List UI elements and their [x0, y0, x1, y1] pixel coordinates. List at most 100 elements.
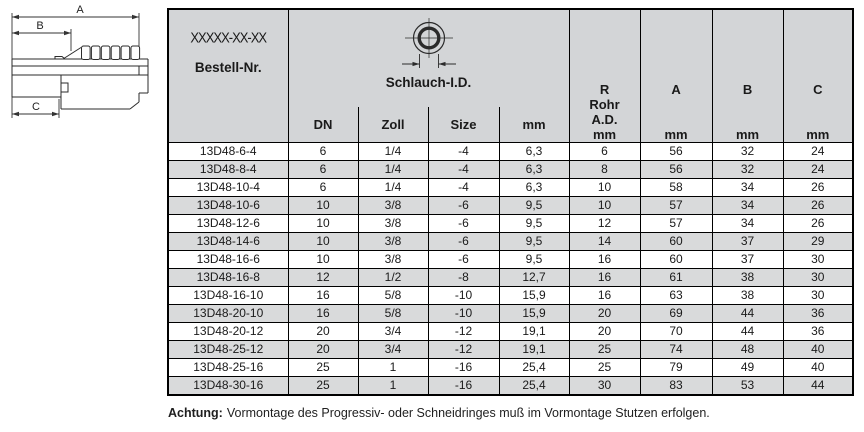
table-cell: 40: [782, 357, 854, 376]
table-cell: 25,4: [498, 375, 570, 395]
table-row: 13D48-16-10 16 5/8 -10 15,9 16 63 38 30: [167, 285, 854, 304]
table-cell: 16: [568, 249, 641, 268]
table-cell: -10: [427, 303, 499, 322]
crimp-ribs: [81, 45, 141, 60]
footer-note: Achtung: Vormontage des Progressiv- oder …: [168, 406, 710, 420]
table-cell: -6: [427, 195, 499, 214]
col-header-mm: mm: [498, 107, 570, 142]
table-cell: 24: [782, 141, 854, 160]
table-cell: 12: [287, 267, 358, 286]
table-cell: 40: [782, 339, 854, 358]
table-cell: 48: [711, 339, 784, 358]
table-cell: 13D48-16-8: [167, 267, 288, 286]
table-cell: 63: [639, 285, 713, 304]
table-cell: 20: [568, 321, 641, 340]
table-cell: 3/8: [357, 231, 428, 250]
table-row: 13D48-25-12 20 3/4 -12 19,1 25 74 48 40: [167, 339, 854, 358]
table-cell: 13D48-20-12: [167, 321, 288, 340]
table-cell: 25: [287, 375, 358, 395]
table-cell: 61: [639, 267, 713, 286]
a-unit: mm: [664, 126, 688, 142]
table-cell: 16: [287, 285, 358, 304]
table-cell: 14: [568, 231, 641, 250]
table-cell: 10: [568, 195, 641, 214]
attention-text: Vormontage des Progressiv- oder Schneidr…: [226, 406, 710, 420]
table-row: 13D48-25-16 25 1 -16 25,4 25 79 49 40: [167, 357, 854, 376]
table-cell: -16: [427, 375, 499, 395]
table-cell: 32: [711, 141, 784, 160]
table-cell: 79: [639, 357, 713, 376]
table-cell: 9,5: [498, 249, 570, 268]
table-cell: 1: [357, 357, 428, 376]
table-cell: 25: [568, 339, 641, 358]
dimension-b-label: B: [36, 20, 43, 32]
table-cell: 56: [639, 141, 713, 160]
table-cell: 19,1: [498, 339, 570, 358]
table-cell: 13D48-12-6: [167, 213, 288, 232]
table-cell: 16: [568, 285, 641, 304]
table-cell: 36: [782, 321, 854, 340]
table-cell: 83: [639, 375, 713, 395]
table-cell: 9,5: [498, 231, 570, 250]
table-cell: -8: [427, 267, 499, 286]
table-cell: 10: [287, 249, 358, 268]
table-row: 13D48-20-12 20 3/4 -12 19,1 20 70 44 36: [167, 321, 854, 340]
table-cell: 1/4: [357, 177, 428, 196]
col-header-zoll: Zoll: [357, 107, 428, 142]
table-cell: 6,3: [498, 177, 570, 196]
table-cell: -16: [427, 357, 499, 376]
table-row: 13D48-10-4 6 1/4 -4 6,3 10 58 34 26: [167, 177, 854, 196]
a-label: A: [671, 81, 681, 97]
table-cell: 13D48-10-6: [167, 195, 288, 214]
hose-id-label: Schlauch-I.D.: [385, 75, 472, 90]
col-header-hose-id-group: Schlauch-I.D.: [287, 9, 570, 107]
table-cell: 60: [639, 231, 713, 250]
table-cell: 16: [287, 303, 358, 322]
table-cell: 36: [782, 303, 854, 322]
r-line3: A.D.: [591, 111, 618, 127]
table-cell: 57: [639, 213, 713, 232]
table-cell: 32: [711, 159, 784, 178]
table-row: 13D48-16-8 12 1/2 -8 12,7 16 61 38 30: [167, 267, 854, 286]
table-cell: 34: [711, 195, 784, 214]
table-cell: 1: [357, 375, 428, 395]
table-cell: 3/8: [357, 213, 428, 232]
attention-label: Achtung:: [168, 406, 223, 420]
table-row: 13D48-6-4 6 1/4 -4 6,3 6 56 32 24: [167, 141, 854, 160]
table-cell: 29: [782, 231, 854, 250]
table-row: 13D48-14-6 10 3/8 -6 9,5 14 60 37 29: [167, 231, 854, 250]
table-cell: 25: [568, 357, 641, 376]
b-label: B: [742, 81, 753, 97]
table-cell: 5/8: [357, 285, 428, 304]
table-row: 13D48-16-6 10 3/8 -6 9,5 16 60 37 30: [167, 249, 854, 268]
table-cell: 13D48-10-4: [167, 177, 288, 196]
part-code-placeholder: XXXXX-XX-XX: [190, 28, 267, 47]
table-cell: 44: [782, 375, 854, 395]
dimension-c-label: C: [32, 101, 40, 113]
table-cell: 69: [639, 303, 713, 322]
table-cell: 30: [568, 375, 641, 395]
table-cell: 38: [711, 285, 784, 304]
table-cell: 58: [639, 177, 713, 196]
table-cell: 13D48-16-10: [167, 285, 288, 304]
table-cell: 13D48-16-6: [167, 249, 288, 268]
table-cell: 19,1: [498, 321, 570, 340]
table-cell: -6: [427, 249, 499, 268]
table-cell: 53: [711, 375, 784, 395]
table-cell: -6: [427, 231, 499, 250]
table-cell: 13D48-6-4: [167, 141, 288, 160]
table-cell: 3/8: [357, 249, 428, 268]
table-cell: -4: [427, 159, 499, 178]
table-cell: 13D48-25-16: [167, 357, 288, 376]
table-cell: -6: [427, 213, 499, 232]
table-cell: 25: [287, 357, 358, 376]
r-line2: Rohr: [589, 96, 620, 112]
sub-header-row: DN Zoll Size mm: [168, 107, 853, 142]
table-cell: 26: [782, 177, 854, 196]
table-cell: -12: [427, 339, 499, 358]
table-cell: 13D48-30-16: [167, 375, 288, 395]
table-cell: 34: [711, 177, 784, 196]
table-cell: 38: [711, 267, 784, 286]
table-cell: 3/8: [357, 195, 428, 214]
table-row: 13D48-20-10 16 5/8 -10 15,9 20 69 44 36: [167, 303, 854, 322]
